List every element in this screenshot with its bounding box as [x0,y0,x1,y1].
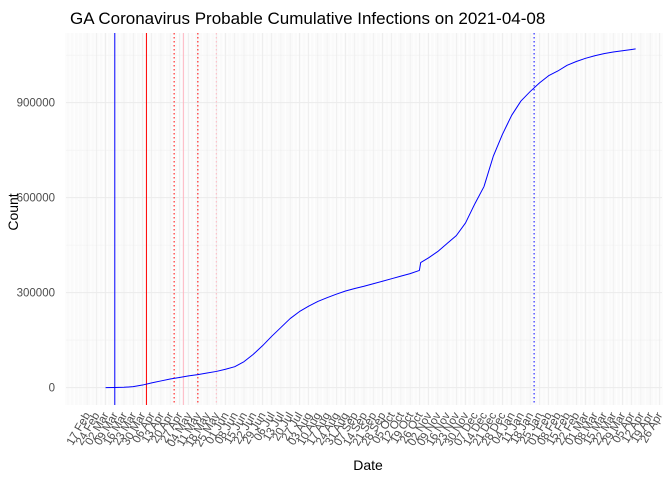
x-axis-title: Date [353,457,383,473]
series-line-1 [105,48,636,389]
y-axis-title: Count [5,193,21,230]
series-layer [105,48,636,389]
chart-title: GA Coronavirus Probable Cumulative Infec… [70,9,545,28]
y-axis: 0 300000 600000 900000 [17,98,55,395]
y-tick-label: 300000 [17,288,55,300]
y-tick-label: 900000 [17,98,55,110]
grid [65,33,663,405]
y-tick-label: 0 [49,383,55,395]
event-lines [114,33,535,405]
y-tick-label: 600000 [17,193,55,205]
